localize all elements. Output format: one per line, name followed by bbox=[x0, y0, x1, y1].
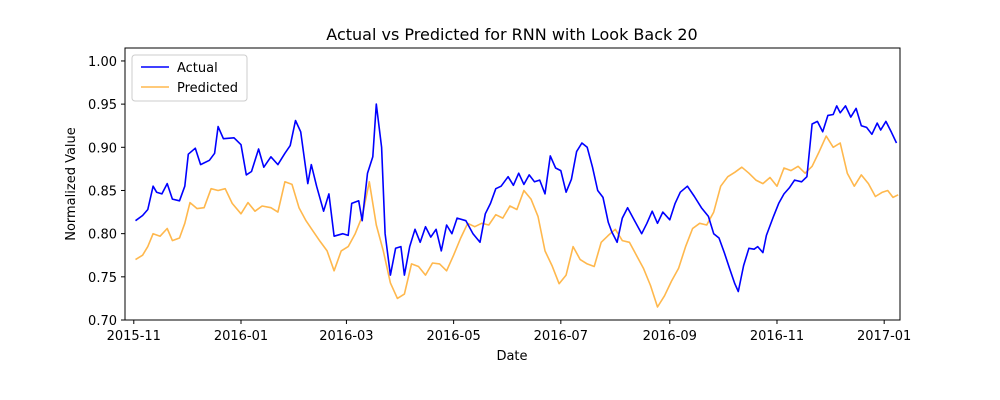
y-tick-label: 0.90 bbox=[88, 141, 117, 156]
legend: Actual Predicted bbox=[131, 54, 248, 102]
series-line-predicted bbox=[135, 135, 899, 308]
y-tick-label: 0.95 bbox=[88, 98, 117, 113]
x-tick-label: 2016-03 bbox=[319, 329, 373, 344]
x-tick-label: 2016-01 bbox=[214, 329, 268, 344]
series-line-actual bbox=[135, 103, 898, 293]
y-tick-label: 0.80 bbox=[88, 228, 117, 243]
legend-label-predicted: Predicted bbox=[177, 81, 238, 96]
y-axis-label: Normalized Value bbox=[64, 127, 79, 241]
y-axis: 0.70 0.75 0.80 0.85 0.90 0.95 1.00 bbox=[88, 55, 125, 329]
y-tick-label: 0.70 bbox=[88, 314, 117, 329]
x-tick-label: 2015-11 bbox=[107, 329, 161, 344]
y-tick-label: 1.00 bbox=[88, 55, 117, 70]
axes-frame bbox=[124, 47, 901, 321]
x-axis: 2015-11 2016-01 2016-03 2016-05 2016-07 2016-… bbox=[107, 320, 911, 344]
legend-label-actual: Actual bbox=[177, 61, 218, 76]
chart-title: Actual vs Predicted for RNN with Look Ba… bbox=[326, 25, 697, 44]
series-group bbox=[135, 103, 899, 308]
x-tick-label: 2016-05 bbox=[426, 329, 480, 344]
y-tick-label: 0.85 bbox=[88, 184, 117, 199]
plot-area bbox=[124, 47, 901, 321]
x-tick-label: 2016-07 bbox=[534, 329, 588, 344]
x-tick-label: 2016-09 bbox=[643, 329, 697, 344]
x-tick-label: 2016-11 bbox=[750, 329, 804, 344]
y-tick-label: 0.75 bbox=[88, 271, 117, 286]
x-tick-label: 2017-01 bbox=[857, 329, 911, 344]
x-axis-label: Date bbox=[496, 349, 527, 364]
